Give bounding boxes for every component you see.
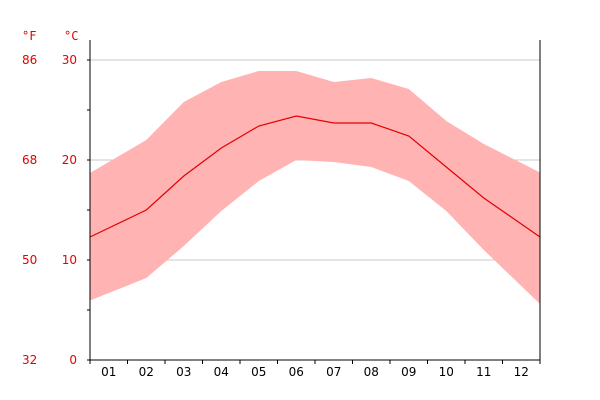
month-tick-label: 02 [139,365,154,379]
fahrenheit-tick-label: 86 [22,53,37,67]
celsius-tick-label: 20 [62,153,77,167]
mean-line [89,115,541,238]
fahrenheit-tick-label: 68 [22,153,37,167]
celsius-tick-label: 0 [69,353,77,367]
temperature-range-band [90,71,540,304]
month-tick-label: 05 [251,365,266,379]
month-tick-label: 09 [401,365,416,379]
celsius-tick-label: 30 [62,53,77,67]
axes [87,40,541,364]
month-tick-label: 01 [101,365,116,379]
celsius-unit-label: °C [64,29,78,43]
month-tick-label: 12 [514,365,529,379]
month-tick-label: 08 [364,365,379,379]
fahrenheit-tick-label: 50 [22,253,37,267]
mean-temperature-line [89,115,541,238]
month-tick-label: 10 [439,365,454,379]
fahrenheit-unit-label: °F [22,29,36,43]
month-tick-label: 03 [176,365,191,379]
month-tick-label: 04 [214,365,229,379]
month-tick-label: 06 [289,365,304,379]
month-tick-label: 11 [476,365,491,379]
celsius-tick-label: 10 [62,253,77,267]
fahrenheit-tick-label: 32 [22,353,37,367]
month-tick-label: 07 [326,365,341,379]
temperature-band [90,71,540,304]
axis-labels: °F °C 32 0 50 10 68 20 86 30 01 02 03 04 05 06 07 08 09 1… [22,29,529,379]
